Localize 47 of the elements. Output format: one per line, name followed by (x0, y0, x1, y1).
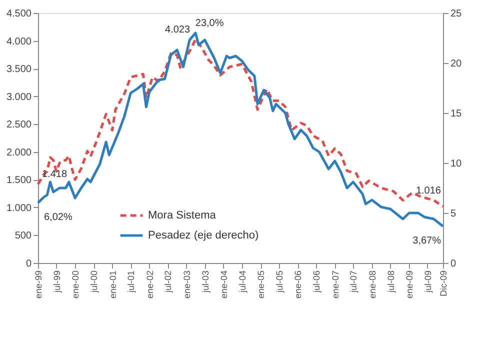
x-tick-label: ene-99 (34, 270, 44, 299)
x-tick-label: ene-01 (108, 270, 118, 299)
x-tick-label: ene-00 (70, 270, 81, 299)
y-tick-label: 1.000 (6, 202, 32, 214)
legend-label: Pesadez (eje derecho) (148, 230, 259, 242)
x-tick-label: jul-99 (52, 270, 62, 294)
x-tick-label: ene-08 (367, 270, 378, 299)
x-tick-label: ene-04 (218, 270, 229, 299)
legend-label: Mora Sistema (148, 210, 217, 222)
data-label: 1.016 (416, 186, 442, 197)
data-label: 4.023 (165, 24, 190, 36)
data-label: 1.418 (42, 169, 68, 180)
y-tick-label: 3.500 (6, 64, 32, 76)
x-tick-label: jul-05 (274, 270, 285, 294)
x-tick-label: ene-03 (182, 270, 192, 299)
y2-tick-label: 0 (450, 258, 456, 270)
y-tick-label: 1.500 (6, 175, 32, 186)
y-tick-label: 0 (26, 258, 32, 270)
y2-tick-label: 20 (450, 58, 462, 70)
x-tick-label: Dic-09 (438, 270, 448, 297)
x-tick-label: ene-06 (293, 270, 304, 299)
x-tick-label: jul-01 (126, 270, 136, 294)
data-label: 6,02% (44, 212, 72, 223)
x-tick-label: jul-08 (386, 270, 396, 294)
data-label: 3,67% (412, 235, 442, 246)
x-tick-label: jul-03 (200, 270, 210, 294)
x-tick-label: jul-04 (237, 270, 248, 294)
x-tick-label: ene-07 (330, 270, 340, 299)
x-tick-label: jul-06 (312, 270, 322, 294)
y-tick-label: 4.500 (6, 8, 32, 20)
x-tick-label: jul-02 (163, 270, 174, 294)
x-tick-label: jul-07 (348, 270, 359, 294)
y2-tick-label: 15 (450, 108, 462, 120)
y-tick-label: 500 (14, 230, 32, 242)
y2-tick-label: 5 (450, 208, 456, 220)
x-tick-label: jul-09 (422, 270, 433, 294)
y-tick-label: 2.000 (6, 147, 32, 158)
y2-tick-label: 25 (450, 8, 462, 20)
x-tick-label: ene-05 (256, 270, 266, 299)
y-tick-label: 4.000 (6, 36, 32, 48)
y2-tick-label: 10 (450, 158, 462, 170)
y-tick-label: 3.000 (6, 92, 32, 103)
y-tick-label: 2.500 (6, 120, 32, 131)
x-tick-label: ene-02 (144, 270, 155, 299)
x-tick-label: jul-00 (89, 270, 100, 294)
data-label: 23,0% (195, 18, 224, 29)
x-tick-label: ene-09 (404, 270, 415, 299)
